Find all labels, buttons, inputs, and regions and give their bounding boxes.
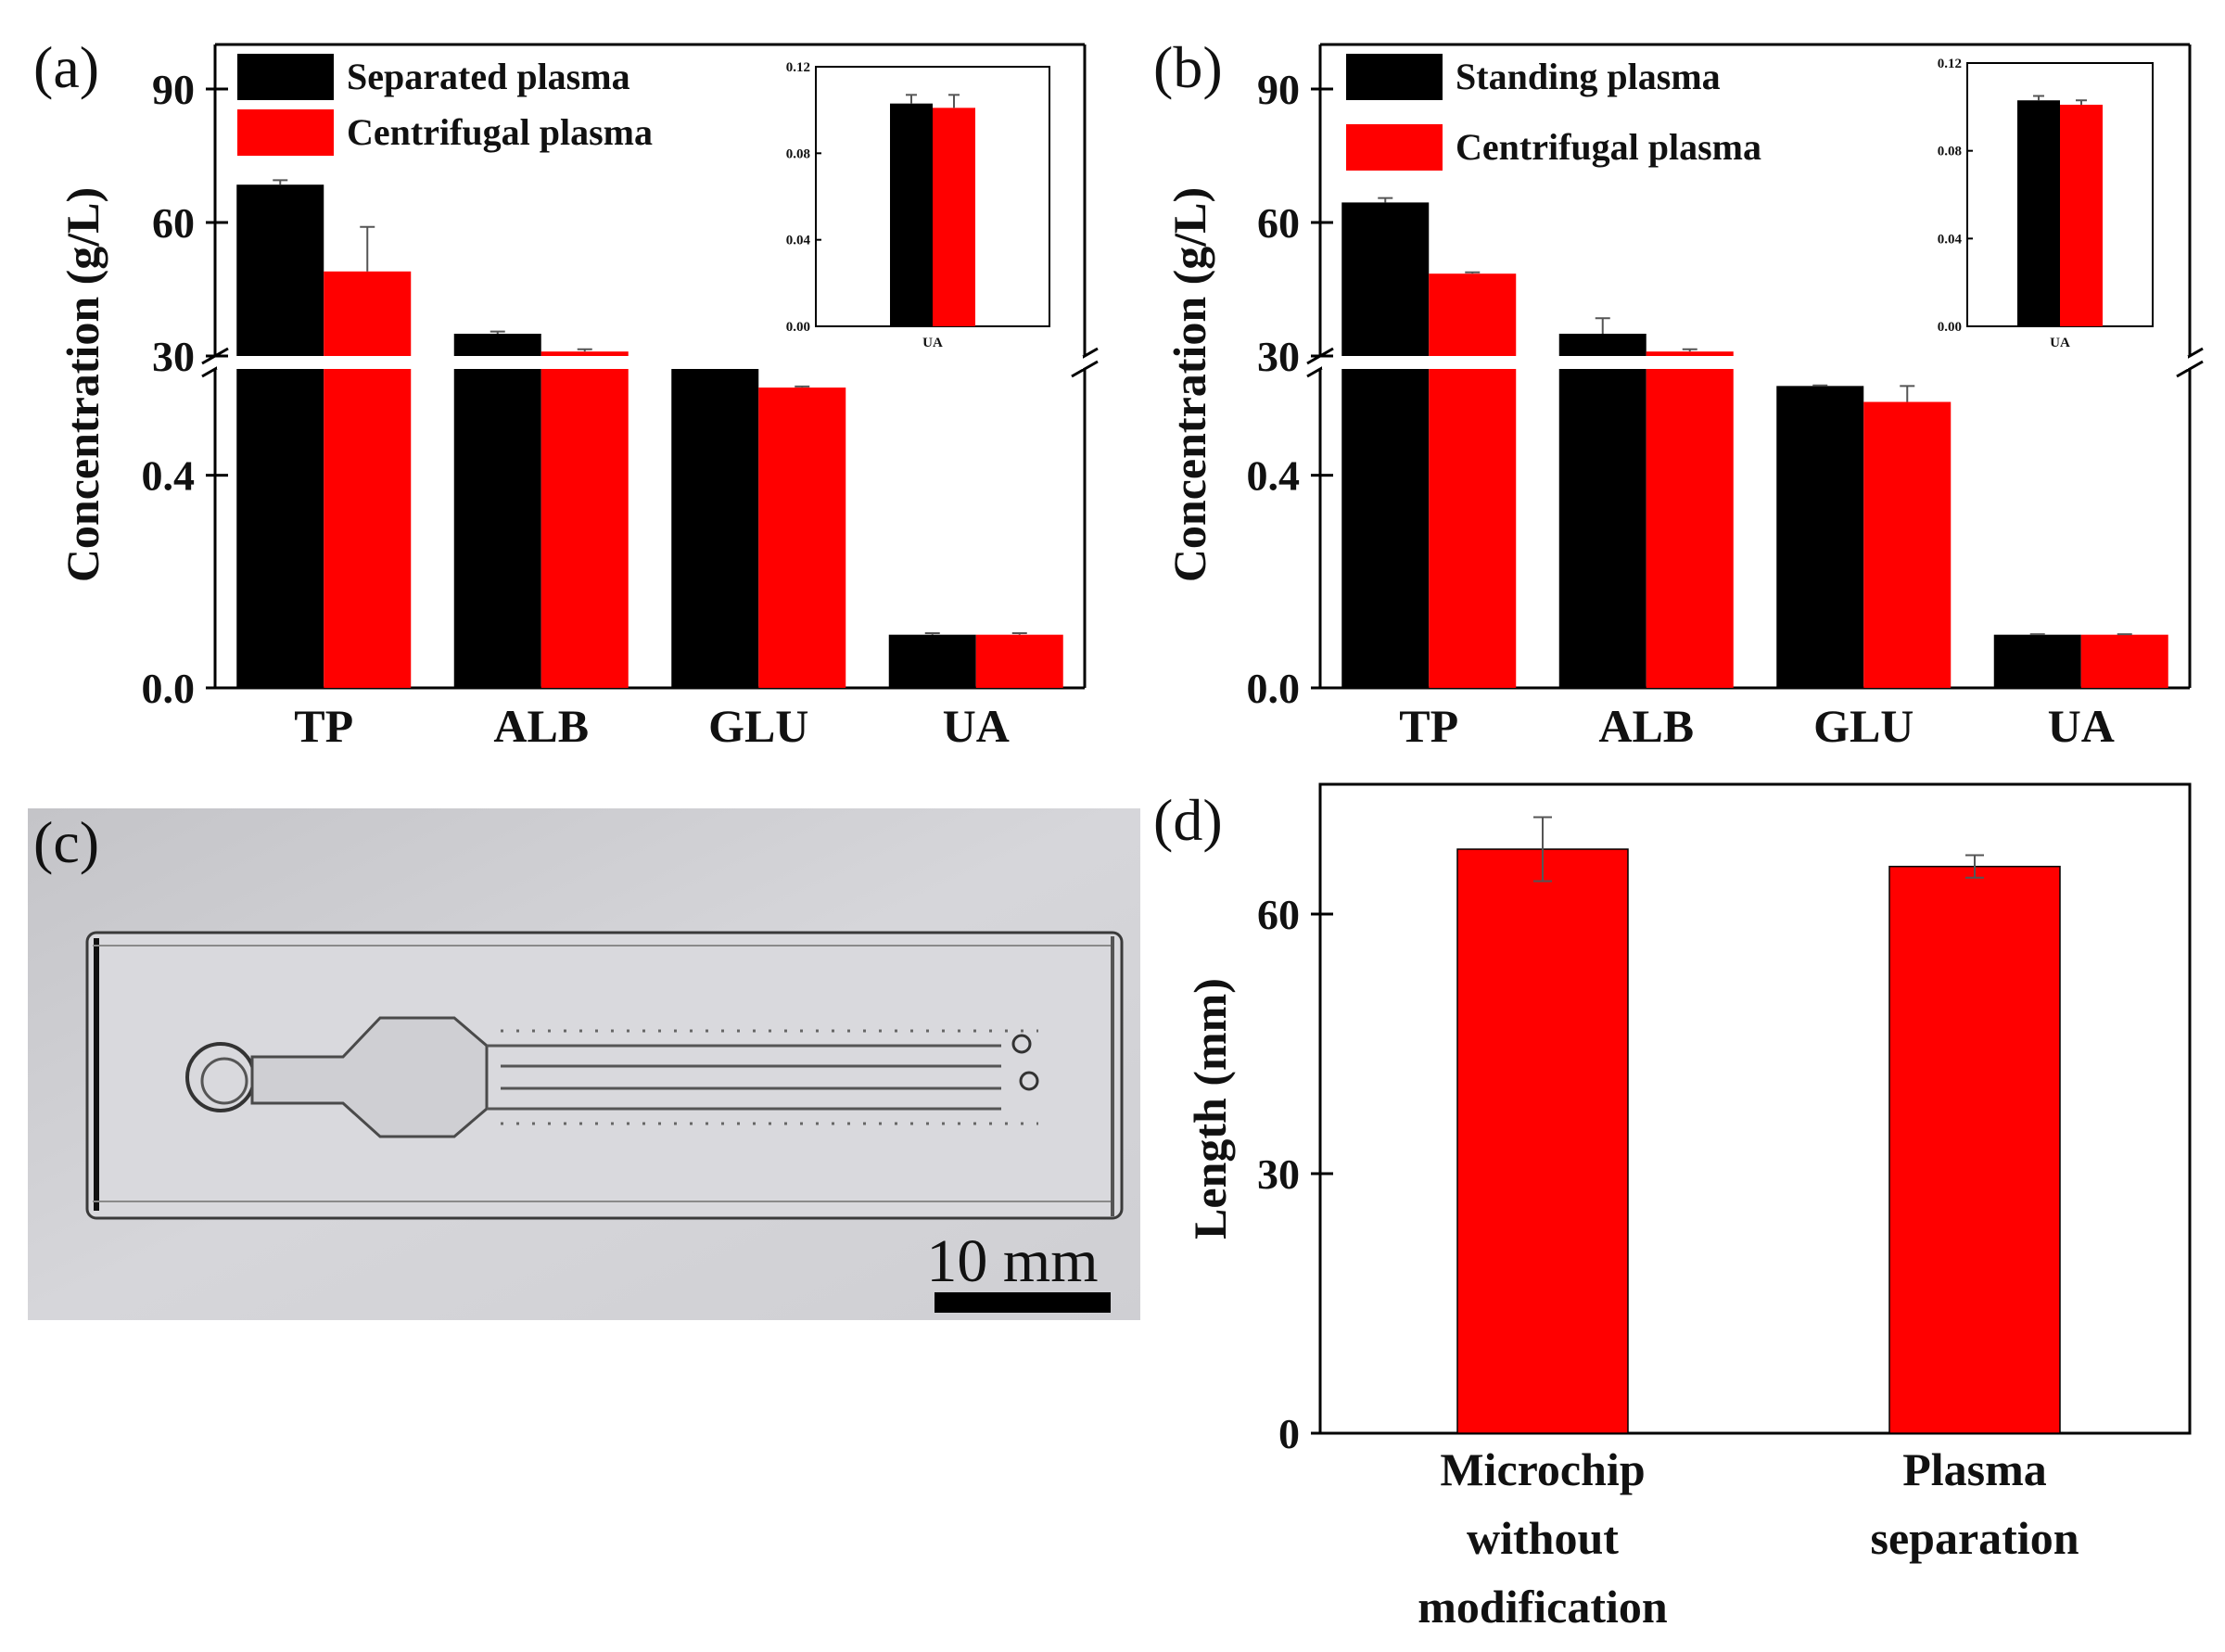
axis-break-mark: [2176, 360, 2204, 378]
bar: [324, 271, 412, 688]
axis-break-gap: [217, 356, 1083, 369]
y-axis-label: Concentration (g/L): [57, 187, 108, 582]
bar: [1888, 865, 2061, 1434]
legend-swatch: [1346, 54, 1443, 100]
panel-label-c: (c): [33, 809, 99, 875]
bar: [1456, 848, 1629, 1434]
outlet-port-bottom: [1019, 1071, 1039, 1091]
y-tick-label: 0.0: [142, 665, 196, 712]
legend-label: Centrifugal plasma: [347, 111, 653, 153]
y-tick-label: 60: [1257, 199, 1300, 247]
x-tick-label: Plasma: [1902, 1443, 2047, 1495]
x-tick-label: UA: [943, 700, 1010, 752]
panel-label: (d): [1153, 787, 1223, 853]
bar: [758, 388, 846, 688]
legend-label: Centrifugal plasma: [1456, 126, 1761, 168]
x-tick-label: Microchip: [1440, 1443, 1645, 1495]
x-tick-label: ALB: [493, 700, 589, 752]
inset-y-tick-label: 0.12: [786, 60, 810, 75]
inset-y-tick-label: 0.00: [1938, 320, 1962, 335]
panel-c: 10 mm (c): [28, 808, 1140, 1320]
y-tick-label: 30: [1257, 1150, 1300, 1198]
inset-y-tick-label: 0.00: [786, 320, 810, 335]
bar: [1993, 634, 2081, 688]
bar: [2080, 634, 2168, 688]
x-tick-label: separation: [1871, 1512, 2079, 1564]
y-tick-label: 60: [1257, 891, 1300, 938]
inset-y-tick-label: 0.12: [1938, 57, 1962, 71]
bar: [888, 634, 976, 688]
x-tick-label: TP: [1399, 700, 1458, 752]
y-tick-label: 0.0: [1247, 665, 1301, 712]
axis-break-gap: [1322, 356, 2188, 369]
y-tick-label: 0: [1278, 1410, 1300, 1457]
bar: [1341, 202, 1430, 688]
y-tick-label: 0.4: [1247, 452, 1301, 500]
legend-label: Standing plasma: [1456, 56, 1721, 97]
bar: [975, 634, 1063, 688]
axis-break-mark: [1071, 360, 1099, 378]
y-tick-label: 30: [152, 333, 195, 380]
inset-x-tick-label: UA: [922, 336, 943, 350]
y-tick-label: 30: [1257, 333, 1300, 380]
panel-d: 0 30 60 Microchip without modification Plasma s…: [1153, 782, 2192, 1633]
legend-swatch: [1346, 124, 1443, 171]
y-tick-label: 90: [152, 66, 195, 113]
bar: [1776, 386, 1864, 688]
y-tick-label: 60: [152, 199, 195, 247]
bar: [236, 184, 324, 688]
legend-swatch: [237, 54, 334, 100]
x-tick-label: GLU: [708, 700, 808, 752]
x-tick-label: modification: [1418, 1581, 1668, 1633]
scale-bar-label: 10 mm: [926, 1227, 1098, 1295]
x-tick-label: TP: [294, 700, 353, 752]
x-tick-label: GLU: [1813, 700, 1914, 752]
separation-channels: [487, 1044, 1001, 1111]
panel-a: TP ALB GLU UA 30 60 90 0.0 0.4 Concentration (g/L…: [33, 34, 1099, 752]
x-tick-label: UA: [2048, 700, 2115, 752]
bar: [1558, 334, 1646, 688]
x-tick-label: ALB: [1598, 700, 1694, 752]
x-tick-label: without: [1467, 1512, 1619, 1564]
scale-bar: [934, 1292, 1111, 1313]
y-tick-label: 90: [1257, 66, 1300, 113]
bar: [1429, 273, 1517, 688]
panel-b: TP ALB GLU UA 30 60 90 0.0 0.4 Concentration (g/L…: [1153, 34, 2204, 752]
microchip-slide: [85, 931, 1124, 1220]
bar: [671, 369, 759, 688]
y-axis-label: Length (mm): [1184, 978, 1236, 1239]
panel-label: (a): [33, 34, 99, 100]
inset-bar: [2060, 104, 2103, 326]
inset-y-tick-label: 0.08: [1938, 145, 1962, 159]
legend-swatch: [237, 109, 334, 156]
inset-y-tick-label: 0.04: [1938, 232, 1963, 247]
bar: [540, 351, 629, 688]
panel-label: (b): [1153, 34, 1223, 100]
inset-bar: [933, 108, 975, 326]
plot-frame: [1318, 782, 2192, 1435]
inlet-reservoir-inner: [200, 1057, 248, 1105]
bar: [1863, 401, 1952, 688]
inset-bar: [2017, 100, 2060, 326]
bar: [1646, 351, 1734, 688]
y-tick-label: 0.4: [142, 452, 196, 500]
legend-label: Separated plasma: [347, 56, 630, 97]
bar: [453, 334, 541, 688]
outlet-port-top: [1011, 1034, 1032, 1054]
inset-bar: [890, 103, 933, 327]
inset-x-tick-label: UA: [2050, 336, 2070, 350]
inset-y-tick-label: 0.08: [786, 146, 810, 161]
y-axis-label: Concentration (g/L): [1163, 187, 1215, 582]
inset-y-tick-label: 0.04: [786, 234, 811, 248]
